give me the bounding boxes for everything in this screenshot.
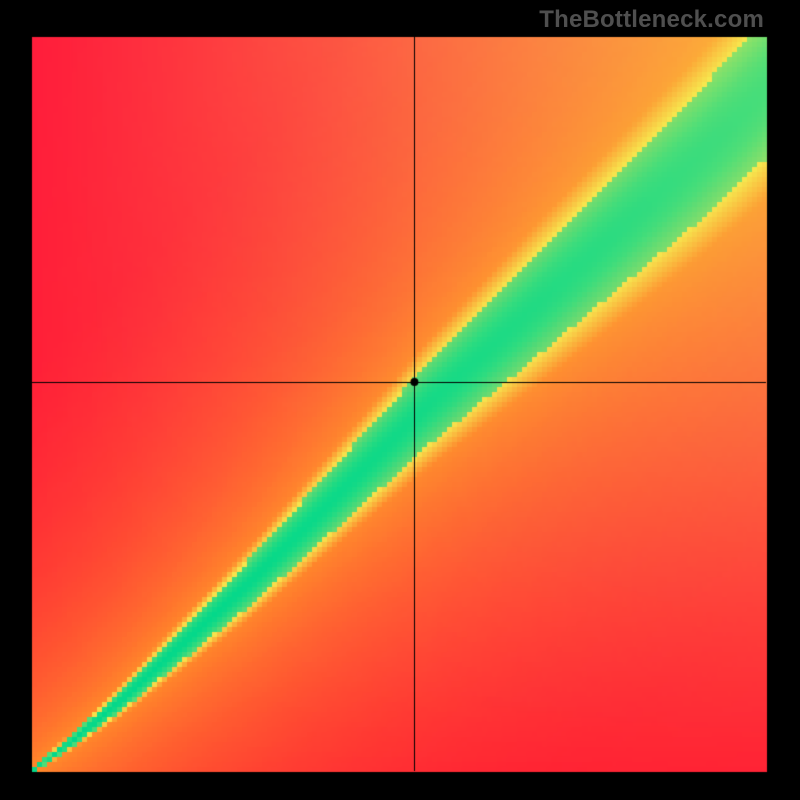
bottleneck-heatmap-canvas xyxy=(0,0,800,800)
chart-container: { "watermark": { "text": "TheBottleneck.… xyxy=(0,0,800,800)
watermark-text: TheBottleneck.com xyxy=(539,6,764,34)
